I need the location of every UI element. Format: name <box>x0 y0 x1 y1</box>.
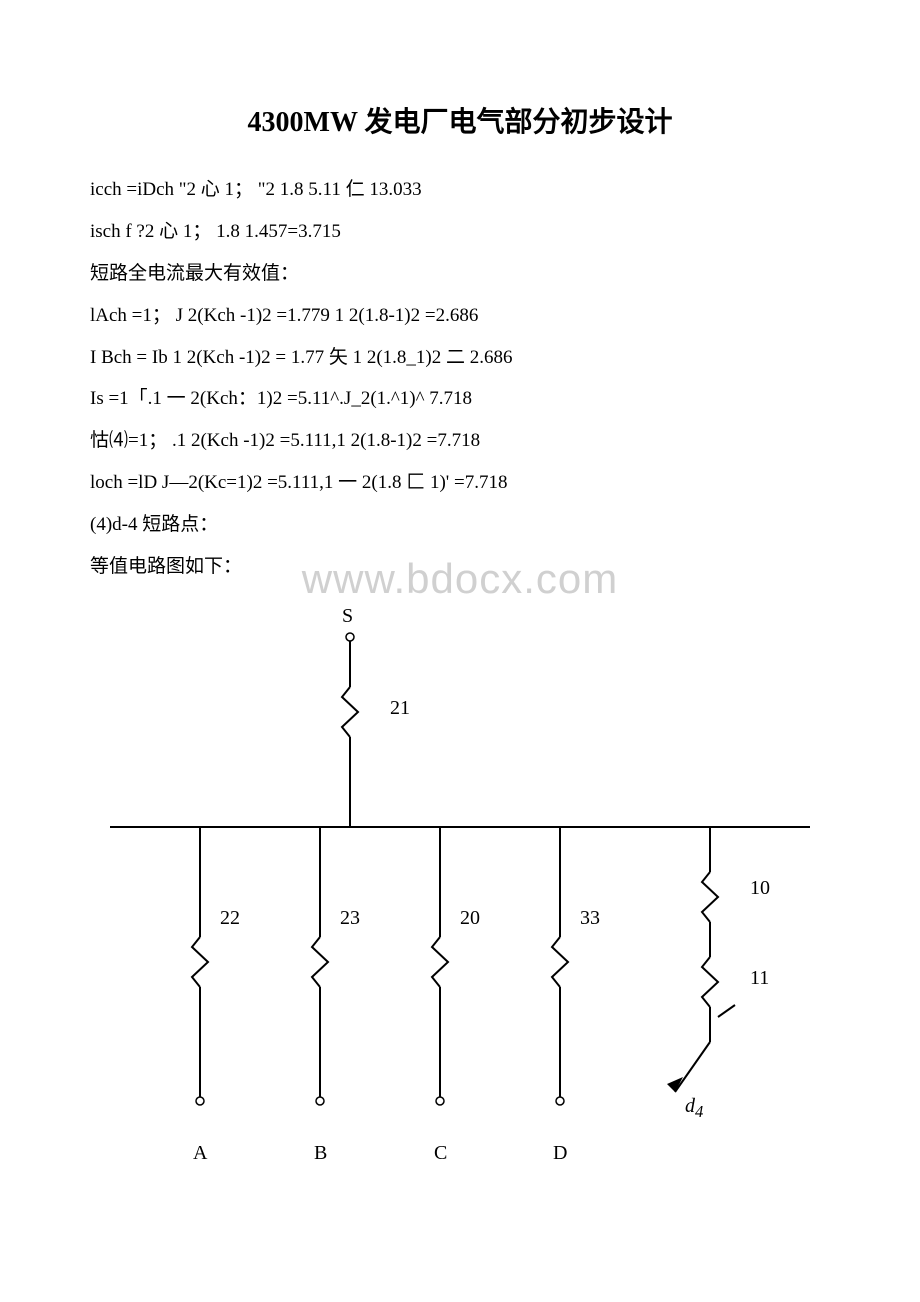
terminal-label: D <box>553 1142 567 1165</box>
diagram-svg <box>90 597 830 1197</box>
text-line: isch f ?2 心 1； 1.8 1.457=3.715 <box>90 212 830 252</box>
text-line: lAch =1； J 2(Kch -1)2 =1.779 1 2(1.8-1)2… <box>90 296 830 336</box>
text-line: Is =1「.1 一 2(Kch：1)2 =5.11^.J_2(1.^1)^ 7… <box>90 379 830 419</box>
terminal-label: C <box>434 1142 447 1165</box>
text-line: 怙⑷=1； .1 2(Kch -1)2 =5.111,1 2(1.8-1)2 =… <box>90 421 830 461</box>
terminal-label: A <box>193 1142 207 1165</box>
fault-label: d4 <box>685 1095 703 1122</box>
text-line: I Bch = Ib 1 2(Kch -1)2 = 1.77 矢 1 2(1.8… <box>90 338 830 378</box>
right-label-bottom: 11 <box>750 967 769 990</box>
text-line: icch =iDch "2 心 1； "2 1.8 5.11 仁 13.033 <box>90 170 830 210</box>
terminal-label: B <box>314 1142 327 1165</box>
branch-label: 22 <box>220 907 240 930</box>
branch-label: 20 <box>460 907 480 930</box>
text-line: loch =lD J—2(Kc=1)2 =5.111,1 一 2(1.8 匚 1… <box>90 463 830 503</box>
right-label-top: 10 <box>750 877 770 900</box>
branch-label: 33 <box>580 907 600 930</box>
page-title: 4300MW 发电厂电气部分初步设计 <box>90 100 830 140</box>
source-label: S <box>342 605 353 628</box>
text-line: 短路全电流最大有效值： <box>90 254 830 294</box>
circuit-diagram: S 21 22 23 20 33 10 11 d4 A B C D <box>90 597 830 1197</box>
text-line: (4)d-4 短路点： <box>90 505 830 545</box>
watermark-text: www.bdocx.com <box>302 555 618 603</box>
impedance-label: 21 <box>390 697 410 720</box>
branch-label: 23 <box>340 907 360 930</box>
